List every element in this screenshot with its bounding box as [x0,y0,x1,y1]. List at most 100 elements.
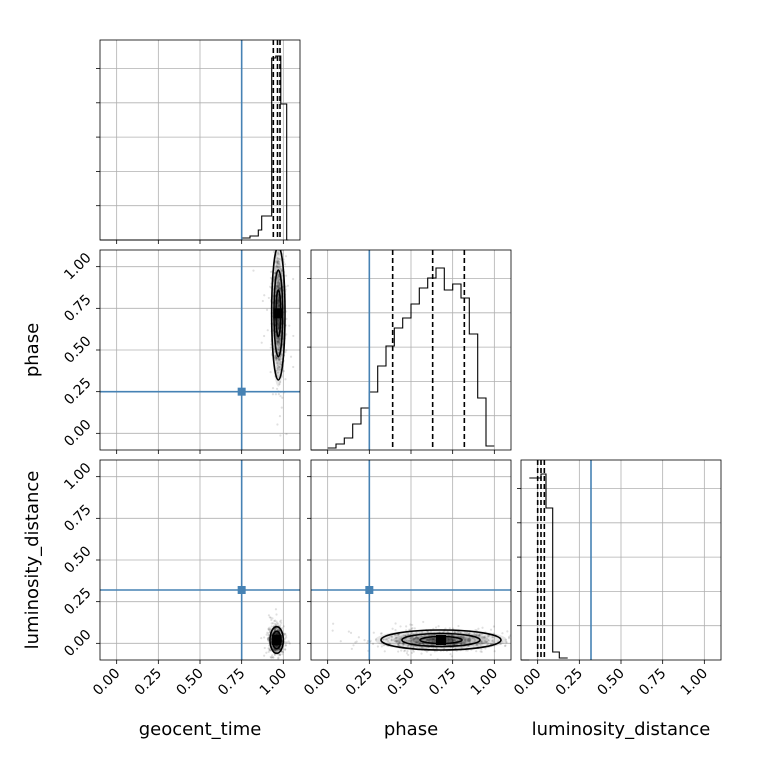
panel-grid [116,40,284,240]
scatter-point [268,626,271,629]
scatter-point [277,322,280,326]
scatter-point [339,640,342,643]
scatter-point [281,244,283,246]
scatter-point [277,622,280,625]
scatter-point [409,639,412,642]
scatter-point [468,640,471,643]
scatter-point [467,637,470,640]
scatter-point [415,635,418,639]
scatter-point [276,367,280,370]
scatter-point [483,640,487,643]
scatter-point [484,641,487,644]
scatter-point [281,651,285,654]
scatter-point [284,641,287,644]
scatter-point [275,356,278,359]
panel-grid [311,460,511,660]
scatter-point [456,634,459,637]
scatter-point [270,625,273,628]
scatter-point [405,640,408,643]
scatter-point [475,629,478,632]
scatter-point [394,640,397,643]
scatter-point [486,640,489,644]
scatter-point [260,637,263,640]
scatter-point [395,640,398,643]
scatter-point [267,632,270,635]
scatter-point [407,653,410,657]
scatter-point [408,639,411,642]
scatter-point [476,645,480,648]
scatter-point [480,640,483,643]
scatter-point [411,626,414,630]
y-tick-label: 0.75 [61,502,94,535]
scatter-point [433,640,436,643]
scatter-point [277,299,280,303]
density-contour [270,250,286,381]
scatter-point [279,619,283,622]
scatter-point [473,637,476,641]
scatter-point [278,415,282,418]
scatter-point [277,358,281,361]
scatter-point [454,639,457,643]
scatter-point [277,277,280,281]
scatter-point [279,338,282,341]
scatter-point [386,640,390,643]
scatter-point [453,631,456,634]
scatter-point [277,257,280,261]
scatter-point [277,648,281,651]
scatter-point [273,648,276,652]
scatter-point [276,274,280,277]
y-tick-label: 0.75 [61,292,94,325]
scatter-point [279,360,282,364]
scatter-point [277,286,281,289]
scatter-point [277,653,280,656]
x-tick-label: 0.00 [301,666,334,699]
scatter-point [409,623,412,626]
scatter-point [506,630,509,633]
scatter-point [276,337,279,340]
scatter-point [277,287,280,290]
scatter-point [409,637,412,640]
scatter-point [437,625,440,628]
scatter-point [280,375,284,378]
scatter-point [479,633,482,636]
scatter-point [422,647,425,650]
x-tick-label: 0.75 [636,666,669,699]
scatter-point [279,363,282,366]
scatter-point [384,638,387,641]
scatter-point [278,653,281,656]
scatter-point [468,632,471,635]
scatter-point [276,277,279,280]
y-tick-label: 0.50 [61,543,94,576]
scatter-point [450,637,453,640]
scatter-point [415,641,418,644]
scatter-point [268,648,272,651]
scatter-point [447,638,451,641]
scatter-point [278,357,281,360]
scatter-point [277,320,280,323]
scatter-point [273,648,276,651]
scatter-point [280,406,283,409]
scatter-point [284,644,287,647]
scatter-point [420,652,423,655]
scatter-point [466,638,469,641]
scatter-point [277,657,280,660]
truth-marker [365,586,374,594]
scatter-point [283,633,286,636]
scatter-point [511,633,513,635]
scatter-point [276,251,280,254]
scatter-point [274,393,277,396]
scatter-point [268,647,271,650]
scatter-point [445,639,448,642]
scatter-point [287,640,290,643]
scatter-point [276,374,279,377]
scatter-point [512,635,514,637]
scatter-point [269,616,272,619]
scatter-point [387,636,391,639]
scatter-point [276,321,279,324]
scatter-point [276,369,279,372]
scatter-point [499,642,502,646]
scatter-point [501,632,504,635]
scatter-point [465,632,468,635]
scatter-point [406,644,409,647]
scatter-point [284,255,288,258]
